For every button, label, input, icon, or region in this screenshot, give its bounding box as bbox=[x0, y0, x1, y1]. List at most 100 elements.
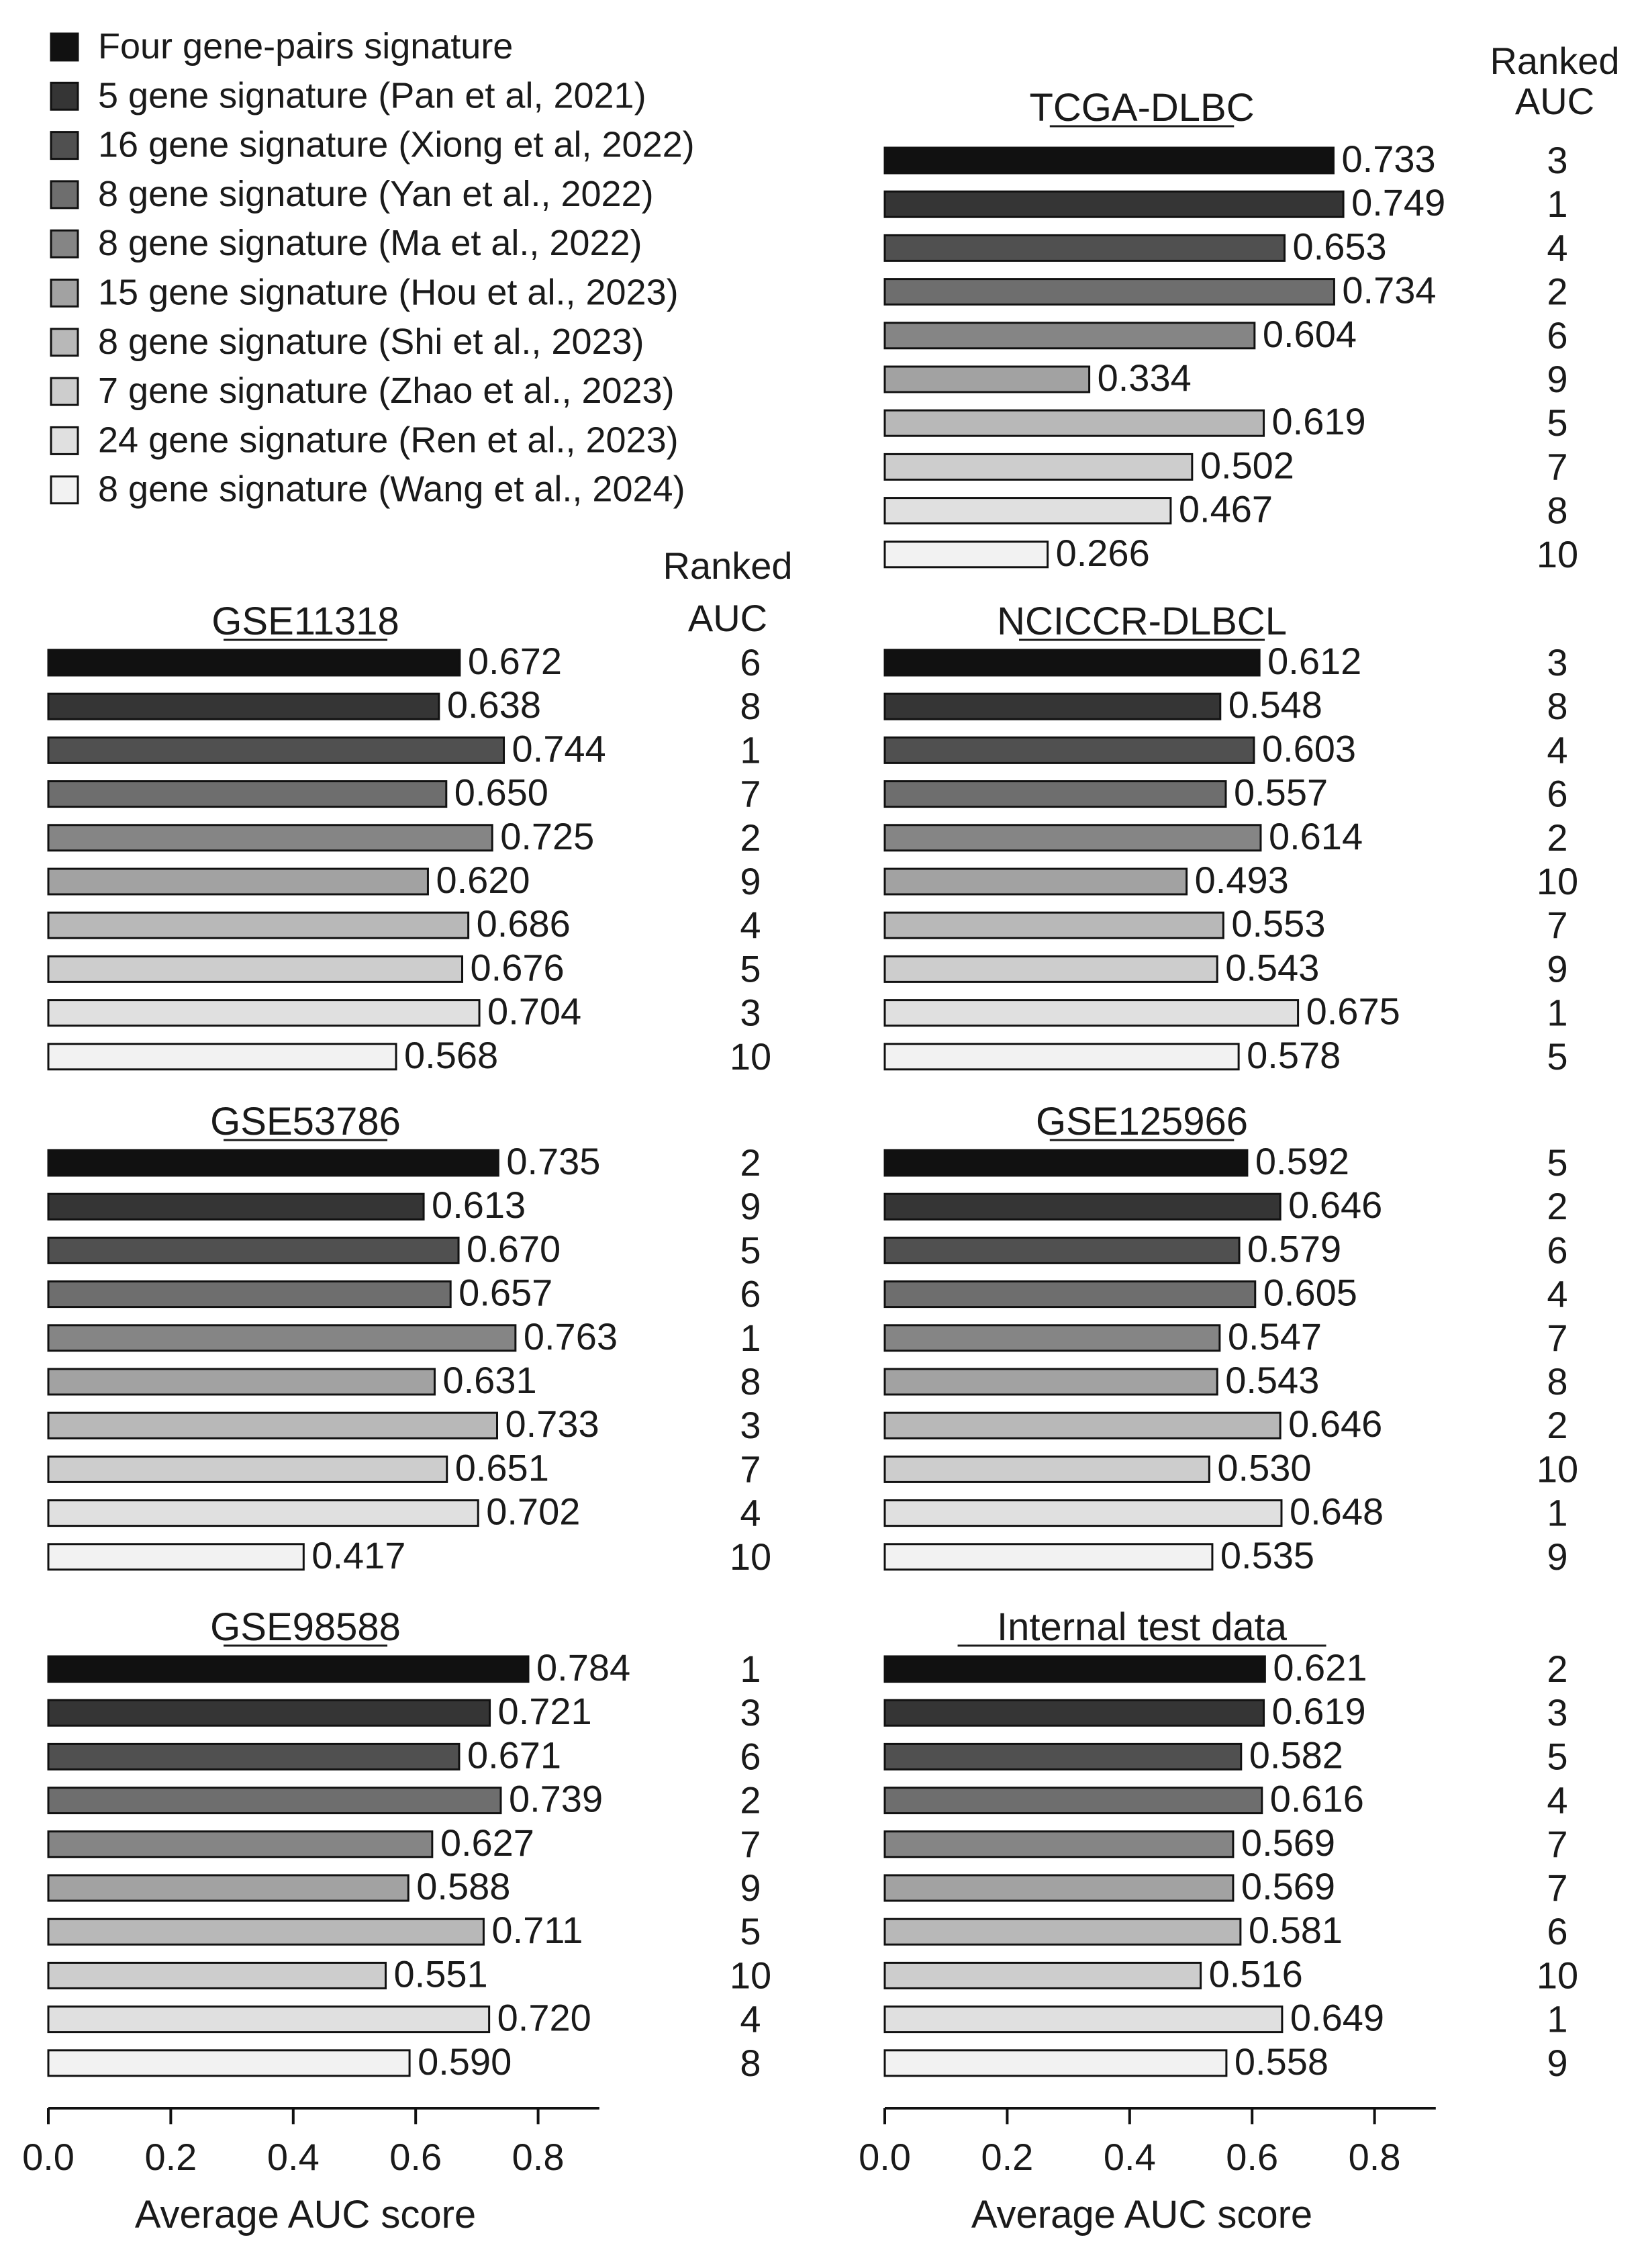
rank-label: 10 bbox=[730, 1535, 771, 1578]
panel-tcga-dlbc: TCGA-DLBC 0.733 3 0.749 1 0.653 4 0.734 2 0.604 6 0… bbox=[883, 86, 1578, 575]
rank-label: 8 bbox=[740, 685, 761, 727]
x-tick-label: 0.8 bbox=[1349, 2136, 1401, 2178]
rank-label: 10 bbox=[730, 1035, 771, 1078]
bar-value-label: 0.588 bbox=[416, 1865, 510, 1907]
bar bbox=[47, 1742, 461, 1770]
rank-label: 2 bbox=[1547, 816, 1567, 859]
bar-value-label: 0.648 bbox=[1290, 1491, 1384, 1533]
bar bbox=[47, 692, 440, 720]
bar-value-label: 0.749 bbox=[1351, 181, 1445, 224]
bar bbox=[883, 1874, 1235, 1902]
bar-value-label: 0.739 bbox=[509, 1778, 603, 1820]
bar-value-label: 0.686 bbox=[477, 902, 571, 945]
bar bbox=[47, 1543, 305, 1571]
legend-label: 16 gene signature (Xiong et al, 2022) bbox=[98, 125, 695, 165]
bar-value-label: 0.763 bbox=[524, 1315, 618, 1358]
bar bbox=[883, 736, 1255, 764]
bar bbox=[47, 1411, 498, 1439]
bar-value-label: 0.616 bbox=[1270, 1778, 1364, 1820]
rank-label: 8 bbox=[1547, 685, 1567, 727]
panel-gse98588: GSE98588 0.784 1 0.721 3 0.671 6 0.739 2 0.627 7 0.… bbox=[47, 1605, 771, 2084]
legend-swatch bbox=[50, 279, 79, 308]
bar bbox=[47, 1368, 436, 1396]
bar-value-label: 0.535 bbox=[1220, 1534, 1314, 1576]
bar-value-label: 0.553 bbox=[1231, 902, 1325, 945]
x-tick-label: 0.2 bbox=[981, 2136, 1033, 2178]
rank-label: 8 bbox=[740, 1360, 761, 1403]
bar bbox=[883, 780, 1227, 808]
rank-label: 5 bbox=[1547, 401, 1567, 444]
bar-value-label: 0.711 bbox=[491, 1909, 583, 1951]
legend-label: 7 gene signature (Zhao et al., 2023) bbox=[98, 371, 675, 411]
x-tick-label: 0.0 bbox=[22, 2136, 75, 2178]
bar bbox=[883, 911, 1224, 939]
bar bbox=[47, 1236, 460, 1264]
rank-label: 9 bbox=[1547, 358, 1567, 400]
bar-value-label: 0.502 bbox=[1200, 444, 1294, 486]
bar bbox=[47, 2049, 411, 2077]
bar-value-label: 0.704 bbox=[487, 990, 581, 1033]
rank-label: 3 bbox=[740, 992, 761, 1034]
rank-header-line2: AUC bbox=[688, 597, 767, 639]
x-axis-right: 0.0 0.2 0.4 0.6 0.8 Average AUC score bbox=[859, 2107, 1436, 2236]
bar-value-label: 0.784 bbox=[536, 1646, 630, 1689]
rank-label: 10 bbox=[1537, 860, 1578, 902]
bar bbox=[883, 955, 1218, 983]
bar bbox=[47, 999, 481, 1027]
legend-swatch bbox=[50, 426, 79, 455]
bar-value-label: 0.734 bbox=[1342, 269, 1436, 312]
rank-label: 5 bbox=[740, 1229, 761, 1271]
bar bbox=[883, 1961, 1202, 1989]
rank-label: 9 bbox=[740, 860, 761, 902]
bar bbox=[47, 867, 429, 896]
bar bbox=[883, 1149, 1249, 1177]
bar bbox=[47, 1918, 485, 1946]
bar bbox=[47, 824, 493, 852]
bar bbox=[883, 649, 1261, 677]
bar bbox=[883, 867, 1188, 896]
bar-value-label: 0.676 bbox=[471, 946, 565, 988]
rank-label: 2 bbox=[740, 1141, 761, 1184]
bar bbox=[883, 1787, 1263, 1815]
bar bbox=[47, 1149, 499, 1177]
bar bbox=[883, 1742, 1243, 1770]
bar bbox=[47, 2005, 491, 2034]
legend-swatch bbox=[50, 229, 79, 258]
bar bbox=[883, 190, 1345, 218]
bar-value-label: 0.702 bbox=[486, 1491, 580, 1533]
rank-label: 7 bbox=[740, 773, 761, 815]
rank-label: 4 bbox=[1547, 1273, 1567, 1315]
bar-value-label: 0.334 bbox=[1098, 357, 1192, 399]
bar-value-label: 0.646 bbox=[1288, 1184, 1382, 1226]
bar bbox=[883, 2049, 1228, 2077]
legend-swatch bbox=[50, 328, 79, 357]
bar bbox=[883, 1324, 1221, 1352]
bar bbox=[47, 649, 461, 677]
legend-label: Four gene-pairs signature bbox=[98, 26, 513, 66]
bar bbox=[883, 1236, 1241, 1264]
bar-value-label: 0.735 bbox=[506, 1140, 600, 1182]
bar-value-label: 0.590 bbox=[418, 2040, 512, 2083]
bar bbox=[47, 1192, 425, 1221]
bar bbox=[883, 1455, 1210, 1483]
rank-label: 6 bbox=[1547, 773, 1567, 815]
rank-label: 7 bbox=[1547, 1823, 1567, 1865]
legend-label: 8 gene signature (Ma et al., 2022) bbox=[98, 223, 642, 263]
bar bbox=[883, 1499, 1283, 1527]
rank-label: 6 bbox=[1547, 1229, 1567, 1271]
bar-value-label: 0.612 bbox=[1267, 640, 1361, 682]
x-axis-left: 0.0 0.2 0.4 0.6 0.8 Average AUC score bbox=[22, 2107, 599, 2236]
rank-label: 9 bbox=[740, 1867, 761, 1909]
bar-value-label: 0.581 bbox=[1249, 1909, 1343, 1951]
bar-value-label: 0.614 bbox=[1269, 815, 1363, 857]
bar-value-label: 0.417 bbox=[311, 1534, 405, 1576]
bar-value-label: 0.543 bbox=[1225, 1359, 1319, 1401]
x-tick-label: 0.0 bbox=[859, 2136, 911, 2178]
bar-value-label: 0.670 bbox=[467, 1227, 561, 1270]
bar bbox=[47, 780, 448, 808]
bar-value-label: 0.579 bbox=[1247, 1227, 1341, 1270]
rank-label: 1 bbox=[1547, 1492, 1567, 1534]
bar bbox=[883, 1411, 1282, 1439]
